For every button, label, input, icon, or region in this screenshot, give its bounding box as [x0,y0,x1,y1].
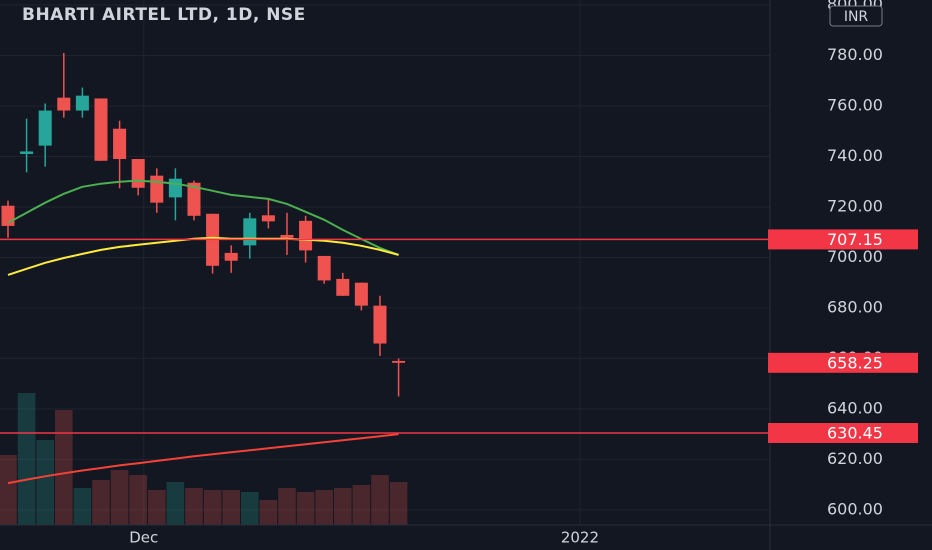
volume-bar [73,488,92,525]
volume-bar [0,455,17,525]
candle-body [20,151,34,154]
y-tick-label: 780.00 [827,45,883,64]
volume-bar [315,490,333,525]
candle-body [187,182,201,216]
candle-body [280,234,294,238]
volume-bar [333,488,352,525]
volume-bar [54,410,73,525]
candle-body [373,305,387,344]
currency[interactable]: INR [844,9,869,25]
volume-bar [110,470,129,525]
candle-body [168,178,182,198]
currency-box[interactable] [829,5,883,27]
volume-bar [371,475,389,525]
volume-bar [352,485,371,525]
x-tick-label: 2022 [561,529,599,547]
volume-bar [36,440,54,525]
y-tick-label: 620.00 [827,449,883,468]
last-price-tag [768,352,918,373]
volume-bar [259,500,278,525]
candle-body [317,255,331,281]
candle-body [150,175,164,203]
candle-body [299,220,313,251]
moving-average [7,236,399,276]
candle-body [336,278,350,296]
y-tick-label: 680.00 [827,297,883,316]
volume-bar [203,490,222,525]
candle-body [94,98,108,161]
y-tick-label: 700.00 [827,247,883,266]
y-tick-label: 600.00 [827,499,883,518]
candle-body [392,360,406,363]
volume-bar [278,488,296,525]
volume-bar [389,482,408,525]
moving-average [7,433,399,485]
volume-bar [240,492,259,525]
chart-title: BHARTI AIRTEL LTD, 1D, NSE [22,5,306,25]
volume-bar [129,475,147,525]
volume-bar [92,480,110,525]
price-tag-label: 630.45 [827,423,883,442]
volume-bar [166,482,185,525]
price-tag [768,422,918,443]
volume-bar [185,488,203,525]
candle-body [57,97,71,111]
volume-bar [296,492,315,525]
candle-body [243,218,257,246]
volume-bar [17,393,36,525]
price-tag [768,229,918,250]
price-tag-label: 707.15 [827,230,883,249]
y-tick-label: 740.00 [827,146,883,165]
candle-body [113,128,127,160]
candle-body [38,110,52,146]
volume-bar [222,490,240,525]
candle-body [131,159,145,188]
y-tick-label: 720.00 [827,196,883,215]
moving-average [7,179,399,256]
candle-body [224,252,238,261]
y-tick-label: 760.00 [827,96,883,115]
candle-body [75,95,89,111]
y-tick-label: 640.00 [827,398,883,417]
candle-body [261,215,275,222]
last-price-label: 658.25 [827,353,883,372]
x-tick-label: Dec [129,529,158,547]
volume-bar [147,490,166,525]
candle-body [354,282,368,306]
